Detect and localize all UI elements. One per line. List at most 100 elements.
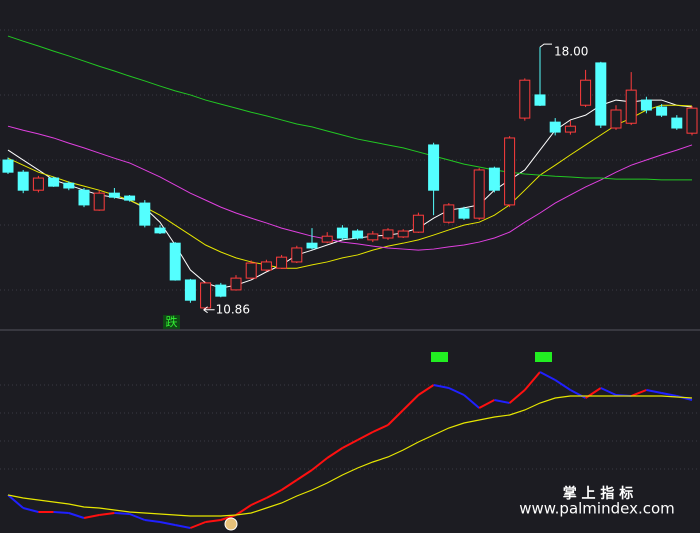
candle-body bbox=[580, 79, 592, 106]
candle-body bbox=[32, 177, 44, 191]
candle-body bbox=[504, 137, 516, 206]
candle-body bbox=[306, 242, 318, 249]
indicator-segment bbox=[387, 409, 404, 426]
indicator-segment bbox=[22, 507, 39, 513]
candle-body bbox=[63, 182, 75, 189]
candle-body bbox=[564, 125, 576, 133]
indicator-segment bbox=[341, 439, 359, 449]
indicator-segment bbox=[83, 514, 100, 519]
signal-marker bbox=[431, 352, 448, 362]
candle-body bbox=[154, 227, 166, 234]
signal-label: 跌 bbox=[165, 314, 177, 329]
candle-body bbox=[93, 192, 105, 211]
indicator-segment bbox=[326, 447, 343, 459]
candle-body bbox=[458, 208, 470, 219]
indicator-segment bbox=[190, 521, 206, 529]
candle-body bbox=[139, 202, 151, 226]
indicator-segment bbox=[433, 384, 449, 389]
indicator-segment bbox=[372, 424, 389, 433]
candle-body bbox=[169, 242, 181, 281]
grid bbox=[0, 29, 700, 470]
candle-body bbox=[519, 79, 531, 119]
indicator-segment bbox=[281, 479, 298, 491]
watermark-title: 掌 上 指 标 bbox=[563, 485, 634, 502]
candle-body bbox=[397, 230, 409, 238]
indicator-segment bbox=[646, 389, 662, 394]
candle-body bbox=[488, 167, 500, 191]
indicator-segment bbox=[417, 384, 435, 396]
indicator-segment bbox=[99, 512, 115, 516]
indicator-segment bbox=[478, 399, 495, 409]
indicator-segment bbox=[129, 513, 146, 521]
candle-body bbox=[260, 261, 272, 271]
indicator-segment bbox=[68, 512, 85, 519]
candle-body bbox=[686, 107, 698, 134]
candle-body bbox=[352, 230, 364, 239]
candle-body bbox=[534, 94, 546, 106]
signal-badge bbox=[163, 315, 180, 329]
candle-body bbox=[549, 121, 561, 133]
indicator-segment bbox=[508, 389, 526, 404]
indicator-line bbox=[7, 395, 693, 517]
indicator-segment bbox=[235, 504, 252, 516]
indicator-segment bbox=[250, 497, 267, 506]
candle-body bbox=[48, 177, 60, 187]
candle-body bbox=[124, 195, 136, 201]
indicator-segment bbox=[600, 387, 617, 396]
candle-body bbox=[473, 169, 485, 219]
indicator-segment bbox=[448, 387, 465, 396]
ma-line bbox=[7, 35, 692, 181]
annotation-label: 10.86 bbox=[216, 302, 250, 316]
candle-body bbox=[291, 247, 303, 263]
coin-icon bbox=[224, 517, 238, 531]
candle-body bbox=[321, 235, 333, 243]
ma-line bbox=[7, 99, 693, 289]
indicator-segment bbox=[539, 371, 556, 381]
indicator-segment bbox=[205, 519, 221, 523]
indicator-panel bbox=[7, 371, 693, 529]
indicator-segment bbox=[569, 389, 587, 399]
candle-body bbox=[200, 282, 212, 309]
candle-body bbox=[78, 189, 90, 206]
indicator-segment bbox=[524, 371, 541, 391]
indicator-segment bbox=[311, 457, 328, 471]
candle-body bbox=[108, 192, 120, 198]
indicator-segment bbox=[175, 524, 191, 529]
candle-body bbox=[245, 262, 257, 279]
candle-body bbox=[443, 204, 455, 223]
watermark-url: www.palmindex.com bbox=[519, 500, 675, 518]
indicator-segment bbox=[357, 431, 374, 441]
candle-body bbox=[184, 279, 196, 301]
signal-marker bbox=[535, 352, 552, 362]
annotation-label: 18.00 bbox=[554, 45, 588, 59]
candle-body bbox=[230, 277, 242, 291]
annotation-pointer bbox=[539, 43, 552, 48]
candle-body bbox=[17, 171, 29, 191]
indicator-segment bbox=[494, 399, 510, 404]
ma-line bbox=[7, 104, 693, 269]
indicator-segment bbox=[661, 392, 677, 397]
candle-body bbox=[382, 229, 394, 239]
indicator-segment bbox=[220, 514, 237, 521]
candle-body bbox=[412, 214, 424, 233]
candle-body bbox=[640, 99, 652, 111]
indicator-segment bbox=[630, 389, 647, 397]
candle-body bbox=[276, 256, 288, 269]
indicator-segment bbox=[265, 489, 283, 499]
price-panel: 18.00 10.86 bbox=[2, 35, 698, 316]
indicator-segment bbox=[53, 511, 69, 514]
candle-body bbox=[656, 106, 668, 116]
ma-line bbox=[7, 125, 693, 251]
indicator-segment bbox=[402, 394, 420, 411]
candle-body bbox=[336, 227, 348, 239]
candle-body bbox=[595, 62, 607, 126]
indicator-segment bbox=[7, 494, 24, 509]
candle-body bbox=[625, 89, 637, 124]
indicator-segment bbox=[296, 469, 313, 481]
candle-body bbox=[671, 117, 683, 129]
candle-body bbox=[610, 109, 622, 129]
indicator-segment bbox=[463, 394, 480, 409]
indicator-segment bbox=[554, 379, 571, 391]
